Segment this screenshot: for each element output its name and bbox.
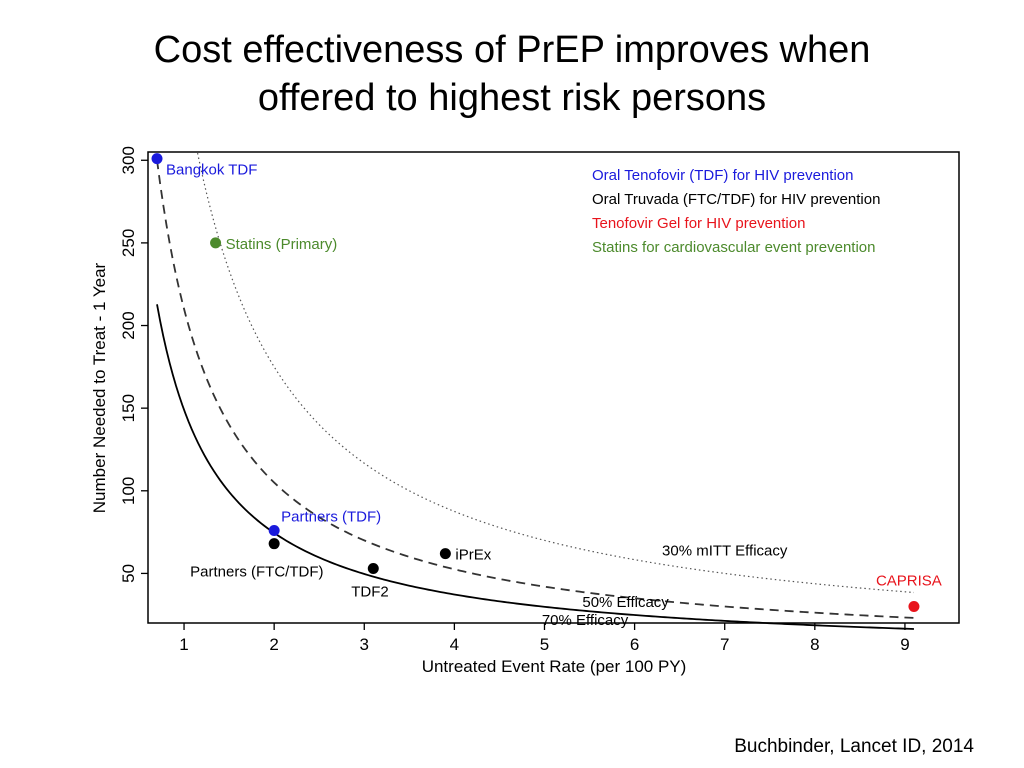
data-point (908, 600, 920, 612)
data-point (439, 548, 451, 560)
title-line-1: Cost effectiveness of PrEP improves when (153, 29, 871, 71)
data-point-label: TDF2 (351, 583, 389, 600)
y-tick-label: 300 (119, 146, 138, 174)
y-axis-label: Number Needed to Treat - 1 Year (90, 262, 109, 513)
x-tick-label: 1 (179, 635, 188, 654)
y-tick-label: 100 (119, 477, 138, 505)
x-tick-label: 6 (630, 635, 639, 654)
x-tick-label: 5 (540, 635, 549, 654)
legend-item: Oral Tenofovir (TDF) for HIV prevention (592, 167, 853, 184)
x-tick-label: 9 (900, 635, 909, 654)
curve-dotted (196, 152, 914, 594)
y-tick-label: 250 (119, 229, 138, 257)
data-point (151, 153, 163, 165)
data-points: Bangkok TDF Statins (Primary) Partners (TD… (151, 153, 942, 612)
curve-label: 50% Efficacy (582, 594, 669, 611)
curve-label: 30% mITT Efficacy (662, 542, 788, 559)
y-tick-label: 200 (119, 311, 138, 339)
data-point (268, 524, 280, 536)
data-point-label: Partners (TDF) (281, 508, 381, 525)
title-line-2: offered to highest risk persons (257, 77, 767, 119)
legend: Oral Tenofovir (TDF) for HIV prevention O… (592, 167, 880, 256)
plot-frame (147, 151, 960, 624)
data-point-label: Statins (Primary) (226, 236, 338, 253)
x-tick-label: 4 (450, 635, 459, 654)
axes: 1 2 3 4 5 6 7 8 9 50 100 150 200 250 300 (119, 146, 910, 654)
legend-item: Oral Truvada (FTC/TDF) for HIV preventio… (592, 191, 880, 208)
page-title: Cost effectiveness of PrEP improves when… (0, 26, 1024, 122)
legend-item: Statins for cardiovascular event prevent… (592, 239, 875, 256)
x-tick-label: 3 (360, 635, 369, 654)
citation: Buchbinder, Lancet ID, 2014 (734, 736, 974, 757)
legend-item: Tenofovir Gel for HIV prevention (592, 215, 805, 232)
curve-dashed (156, 160, 914, 619)
data-point (367, 562, 379, 574)
y-tick-label: 50 (119, 564, 138, 583)
data-point-label: Partners (FTC/TDF) (190, 564, 323, 581)
data-point-label: Bangkok TDF (166, 162, 257, 179)
curve-label: 70% Efficacy (542, 612, 629, 629)
y-tick-label: 150 (119, 394, 138, 422)
x-axis-label: Untreated Event Rate (per 100 PY) (422, 657, 687, 676)
data-point-label: CAPRISA (876, 572, 942, 589)
x-tick-label: 2 (269, 635, 278, 654)
data-point (210, 237, 222, 249)
data-point-label: iPrEx (455, 547, 491, 564)
x-tick-label: 8 (810, 635, 819, 654)
x-tick-label: 7 (720, 635, 729, 654)
data-point (268, 538, 280, 550)
curve-solid (156, 304, 914, 630)
